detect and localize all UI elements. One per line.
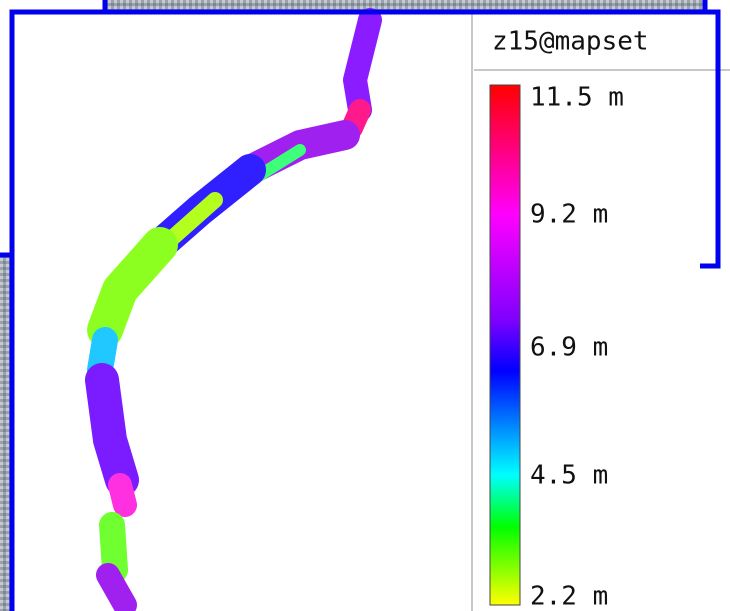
river-segment	[108, 473, 137, 517]
underlying-image	[0, 255, 12, 611]
river-segment	[85, 363, 139, 497]
river-segment	[254, 144, 306, 181]
legend-label: 9.2 m	[530, 200, 608, 230]
river-segment	[87, 227, 178, 348]
river-segment	[162, 192, 223, 248]
legend-label: 6.9 m	[530, 333, 608, 363]
legend-label: 2.2 m	[530, 582, 608, 611]
color-ramp	[489, 84, 521, 606]
legend-label: 4.5 m	[530, 461, 608, 491]
river-raster	[85, 8, 382, 611]
legend-title: z15@mapset	[492, 27, 649, 57]
river-segment	[99, 512, 128, 583]
underlying-image	[105, 0, 705, 12]
frame-border	[9, 9, 721, 611]
river-segment	[96, 563, 137, 611]
river-segment	[343, 8, 382, 122]
legend-label: 11.5 m	[530, 83, 624, 113]
